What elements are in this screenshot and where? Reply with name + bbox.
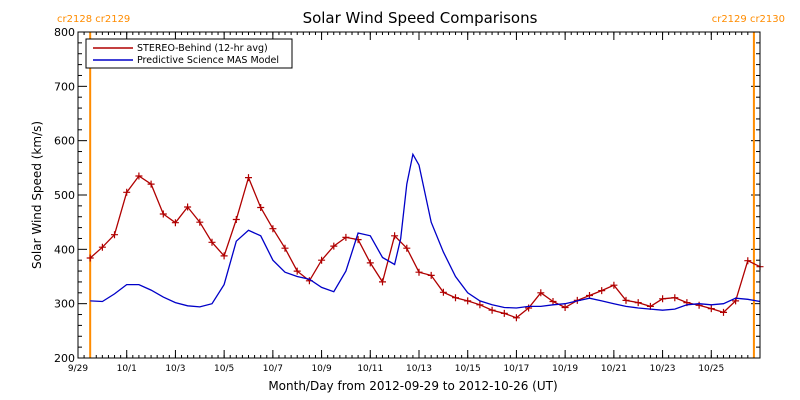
data-point-marker xyxy=(281,244,289,252)
data-point-marker xyxy=(549,298,557,305)
x-tick-label: 10/3 xyxy=(165,364,185,374)
y-tick-label: 500 xyxy=(54,189,75,202)
data-point-marker xyxy=(610,281,618,289)
data-point-marker xyxy=(208,238,216,246)
data-point-marker xyxy=(159,210,167,218)
x-tick-label: 10/15 xyxy=(455,364,481,374)
data-point-marker xyxy=(111,231,118,239)
data-point-marker xyxy=(439,288,447,296)
y-tick-label: 700 xyxy=(54,80,75,93)
y-tick-label: 800 xyxy=(54,26,75,39)
x-tick-label: 10/9 xyxy=(311,364,331,374)
chart-title: Solar Wind Speed Comparisons xyxy=(303,9,538,27)
data-point-marker xyxy=(330,242,338,250)
data-point-marker xyxy=(184,203,192,211)
x-tick-label: 10/19 xyxy=(552,364,578,374)
legend-label-stereo: STEREO-Behind (12-hr avg) xyxy=(137,43,268,54)
data-point-marker xyxy=(561,304,569,311)
y-tick-label: 600 xyxy=(54,135,75,148)
data-point-marker xyxy=(622,296,630,304)
data-point-marker xyxy=(707,305,715,313)
x-tick-label: 10/5 xyxy=(214,364,234,374)
data-point-marker xyxy=(257,204,265,211)
data-point-marker xyxy=(98,243,106,251)
x-tick-label: 10/17 xyxy=(503,364,529,374)
data-point-marker xyxy=(427,271,435,279)
data-point-marker xyxy=(634,299,642,307)
data-point-marker xyxy=(452,294,459,302)
data-point-marker xyxy=(196,218,204,226)
data-point-marker xyxy=(245,174,252,182)
y-tick-label: 300 xyxy=(54,298,75,311)
legend-label-model: Predictive Science MAS Model xyxy=(137,55,279,66)
x-tick-label: 9/29 xyxy=(68,364,88,374)
data-point-marker xyxy=(476,301,484,309)
y-axis-label: Solar Wind Speed (km/s) xyxy=(30,121,44,269)
data-point-marker xyxy=(269,225,277,233)
data-point-marker xyxy=(695,301,703,309)
x-tick-label: 10/11 xyxy=(357,364,383,374)
data-point-marker xyxy=(342,233,350,241)
data-point-marker xyxy=(232,216,240,223)
data-point-marker xyxy=(659,295,667,303)
series-line-stereo-behind xyxy=(89,175,761,319)
x-tick-label: 10/7 xyxy=(263,364,283,374)
data-point-marker xyxy=(488,306,496,314)
data-point-marker xyxy=(598,287,606,295)
data-point-marker xyxy=(415,268,423,276)
x-tick-label: 10/25 xyxy=(698,364,724,374)
x-tick-label: 10/21 xyxy=(601,364,627,374)
data-point-marker xyxy=(525,304,533,312)
x-tick-label: 10/13 xyxy=(406,364,432,374)
x-axis-label: Month/Day from 2012-09-29 to 2012-10-26 … xyxy=(268,379,557,393)
carrington-label-left: cr2128 cr2129 xyxy=(57,14,130,25)
series-line-mas-model xyxy=(90,152,761,311)
data-point-marker xyxy=(391,232,399,240)
data-point-marker xyxy=(379,278,386,286)
legend: STEREO-Behind (12-hr avg) Predictive Sci… xyxy=(85,38,293,69)
y-tick-label: 200 xyxy=(54,352,75,365)
data-point-marker xyxy=(720,308,727,316)
data-point-marker xyxy=(537,289,545,297)
data-point-marker xyxy=(744,257,752,265)
data-point-marker xyxy=(171,219,179,227)
data-point-marker xyxy=(220,252,228,260)
data-point-marker xyxy=(293,267,301,275)
x-tick-label: 10/1 xyxy=(117,364,137,374)
data-point-marker xyxy=(671,294,679,302)
data-point-marker xyxy=(512,314,520,322)
data-point-marker xyxy=(366,259,374,267)
data-point-marker xyxy=(403,244,411,252)
carrington-label-right: cr2129 cr2130 xyxy=(712,14,785,25)
data-point-marker xyxy=(318,256,326,264)
data-point-marker xyxy=(86,254,94,262)
data-point-marker xyxy=(464,297,472,305)
data-point-marker xyxy=(123,188,131,196)
legend-box xyxy=(85,38,293,69)
data-point-marker xyxy=(135,172,143,180)
plot-frame xyxy=(77,31,761,359)
y-tick-label: 400 xyxy=(54,243,75,256)
x-tick-label: 10/23 xyxy=(650,364,676,374)
data-point-marker xyxy=(500,309,508,317)
data-point-marker xyxy=(147,180,155,188)
